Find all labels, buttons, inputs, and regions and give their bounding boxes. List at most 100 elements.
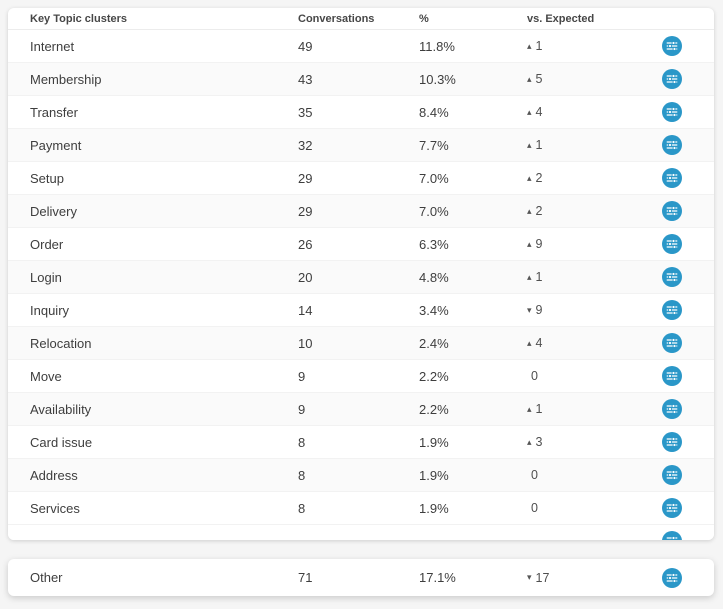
filter-button[interactable] xyxy=(662,300,682,320)
filter-button[interactable] xyxy=(662,531,682,540)
filter-sliders-icon xyxy=(666,40,678,52)
vs-expected-cell: ▴ 1 xyxy=(527,138,644,152)
column-header-vs-expected: vs. Expected xyxy=(527,12,595,25)
percent-cell: 7.7% xyxy=(419,137,449,153)
delta-value: 4 xyxy=(535,336,543,350)
table-rows: Internet 49 11.8% ▴ 1 xyxy=(8,30,714,525)
conversations-cell: 20 xyxy=(298,269,313,285)
trend-arrow-icon: ▾ xyxy=(527,304,532,315)
filter-sliders-icon xyxy=(666,337,678,349)
row-action-cell xyxy=(644,234,700,254)
conversations-cell: 49 xyxy=(298,38,313,54)
filter-sliders-icon xyxy=(666,238,678,250)
conversations-cell: 8 xyxy=(298,467,306,483)
delta-value: 0 xyxy=(531,501,538,515)
vs-expected-cell: ▴ 1 xyxy=(527,402,644,416)
topic-cell: Transfer xyxy=(30,104,78,120)
filter-button[interactable] xyxy=(662,135,682,155)
table-row[interactable]: Relocation 10 2.4% ▴ 4 xyxy=(8,327,714,360)
table-row[interactable]: Card issue 8 1.9% ▴ 3 xyxy=(8,426,714,459)
vs-expected-cell: ▴ 2 xyxy=(527,204,644,218)
filter-sliders-icon xyxy=(666,370,678,382)
delta-value: 1 xyxy=(535,39,543,53)
row-action-cell xyxy=(644,69,700,89)
conversations-cell: 32 xyxy=(298,137,313,153)
filter-button[interactable] xyxy=(662,333,682,353)
topic-cell: Delivery xyxy=(30,203,77,219)
percent-cell: 4.8% xyxy=(419,269,449,285)
conversations-cell: 29 xyxy=(298,203,313,219)
table-row[interactable]: Order 26 6.3% ▴ 9 xyxy=(8,228,714,261)
table-row[interactable]: Setup 29 7.0% ▴ 2 xyxy=(8,162,714,195)
row-action-cell xyxy=(644,498,700,518)
table-row-other[interactable]: Other 71 17.1% ▾ 17 xyxy=(8,559,714,596)
trend-arrow-icon: ▾ xyxy=(527,572,532,582)
trend-arrow-icon: ▴ xyxy=(527,403,532,414)
table-row[interactable]: Address 8 1.9% 0 xyxy=(8,459,714,492)
filter-button[interactable] xyxy=(662,399,682,419)
row-action-cell xyxy=(644,201,700,221)
filter-sliders-icon xyxy=(666,502,678,514)
delta-value: 9 xyxy=(535,237,543,251)
filter-button[interactable] xyxy=(662,366,682,386)
filter-button[interactable] xyxy=(662,234,682,254)
table-row[interactable]: Membership 43 10.3% ▴ 5 xyxy=(8,63,714,96)
topic-cell: Relocation xyxy=(30,335,92,351)
filter-button[interactable] xyxy=(662,267,682,287)
filter-sliders-icon xyxy=(666,572,678,584)
row-action-cell xyxy=(644,366,700,386)
delta-value: 0 xyxy=(531,468,538,482)
conversations-cell: 29 xyxy=(298,170,313,186)
row-action-cell xyxy=(644,36,700,56)
filter-sliders-icon xyxy=(666,73,678,85)
table-row[interactable]: Delivery 29 7.0% ▴ 2 xyxy=(8,195,714,228)
filter-button[interactable] xyxy=(662,201,682,221)
filter-sliders-icon xyxy=(666,106,678,118)
table-row[interactable]: Inquiry 14 3.4% ▾ 9 xyxy=(8,294,714,327)
column-header-topic: Key Topic clusters xyxy=(30,12,127,25)
filter-button[interactable] xyxy=(662,36,682,56)
filter-button[interactable] xyxy=(662,498,682,518)
filter-button[interactable] xyxy=(662,465,682,485)
filter-sliders-icon xyxy=(666,535,678,540)
filter-button[interactable] xyxy=(662,567,682,588)
delta-value: 1 xyxy=(535,270,543,284)
row-action-cell xyxy=(644,267,700,287)
table-row[interactable]: Services 8 1.9% 0 xyxy=(8,492,714,525)
filter-sliders-icon xyxy=(666,205,678,217)
conversations-cell: 8 xyxy=(298,434,306,450)
column-header-percent: % xyxy=(419,12,429,25)
filter-button[interactable] xyxy=(662,168,682,188)
percent-cell: 7.0% xyxy=(419,203,449,219)
trend-arrow-icon: ▴ xyxy=(527,40,532,51)
row-action-cell xyxy=(644,168,700,188)
filter-sliders-icon xyxy=(666,304,678,316)
table-row[interactable]: Internet 49 11.8% ▴ 1 xyxy=(8,30,714,63)
delta-value: 1 xyxy=(535,402,543,416)
topic-cell: Payment xyxy=(30,137,82,153)
table-row[interactable]: Availability 9 2.2% ▴ 1 xyxy=(8,393,714,426)
table-row-partial[interactable] xyxy=(8,525,714,540)
row-action-cell xyxy=(644,135,700,155)
table-row[interactable]: Transfer 35 8.4% ▴ 4 xyxy=(8,96,714,129)
delta-value: 2 xyxy=(535,204,543,218)
percent-cell: 3.4% xyxy=(419,302,449,318)
vs-expected-cell: 0 xyxy=(527,468,644,482)
filter-button[interactable] xyxy=(662,69,682,89)
vs-expected-cell: ▴ 1 xyxy=(527,39,644,53)
filter-button[interactable] xyxy=(662,432,682,452)
topic-cell: Login xyxy=(30,269,62,285)
vs-expected-cell: ▾ 17 xyxy=(527,571,644,585)
vs-expected-cell: 0 xyxy=(527,369,644,383)
vs-expected-cell: ▴ 5 xyxy=(527,72,644,86)
table-row[interactable]: Login 20 4.8% ▴ 1 xyxy=(8,261,714,294)
delta-value: 5 xyxy=(535,72,543,86)
delta-value: 3 xyxy=(535,435,543,449)
percent-cell: 6.3% xyxy=(419,236,449,252)
filter-button[interactable] xyxy=(662,102,682,122)
trend-arrow-icon: ▴ xyxy=(527,172,532,183)
vs-expected-cell: ▴ 9 xyxy=(527,237,644,251)
topic-cell: Membership xyxy=(30,71,102,87)
table-row[interactable]: Payment 32 7.7% ▴ 1 xyxy=(8,129,714,162)
table-row[interactable]: Move 9 2.2% 0 xyxy=(8,360,714,393)
